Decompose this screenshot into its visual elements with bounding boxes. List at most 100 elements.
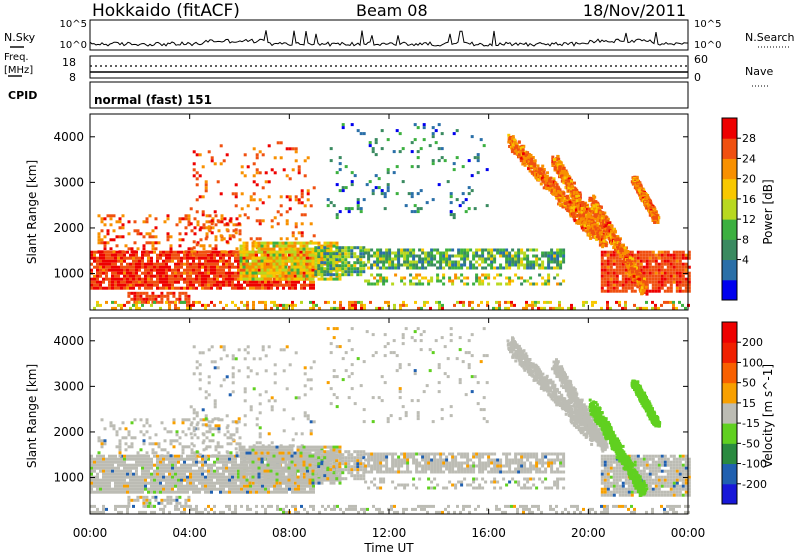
- range-gate-cell: [93, 253, 96, 257]
- range-gate-cell: [103, 247, 107, 251]
- range-gate-cell: [430, 276, 434, 280]
- range-gate-cell: [550, 248, 554, 252]
- range-gate-cell: [148, 232, 152, 236]
- range-gate-cell: [300, 300, 303, 304]
- range-gate-cell: [583, 217, 587, 221]
- range-gate-cell: [630, 286, 634, 290]
- range-gate-cell: [329, 249, 333, 253]
- range-gate-cell: [294, 150, 298, 154]
- range-gate-cell: [341, 252, 345, 256]
- range-gate-cell: [222, 306, 225, 310]
- range-gate-cell: [263, 271, 267, 275]
- range-gate-cell: [419, 207, 423, 211]
- range-gate-cell: [367, 248, 371, 252]
- range-gate-cell: [120, 280, 123, 284]
- range-gate-cell: [242, 259, 246, 263]
- range-gate-cell: [555, 167, 558, 171]
- range-gate-cell: [648, 250, 652, 254]
- range-gate-cell: [467, 207, 471, 211]
- range-gate-cell: [312, 283, 315, 287]
- range-gate-cell: [204, 283, 207, 287]
- range-gate-cell: [615, 268, 619, 272]
- range-gate-cell: [498, 300, 501, 304]
- range-gate-cell: [238, 232, 242, 236]
- range-gate-cell: [353, 246, 357, 250]
- range-gate-cell: [439, 254, 443, 258]
- range-gate-cell: [633, 253, 637, 257]
- range-gate-cell: [344, 186, 348, 190]
- range-gate-cell: [115, 220, 119, 224]
- range-gate-cell: [144, 268, 147, 272]
- range-gate-cell: [135, 253, 138, 257]
- range-gate-cell: [493, 248, 497, 252]
- range-gate-cell: [297, 198, 301, 202]
- range-gate-cell: [344, 207, 348, 211]
- range-gate-cell: [287, 241, 291, 245]
- range-gate-cell: [285, 237, 289, 241]
- range-gate-cell: [135, 277, 138, 281]
- range-gate-cell: [418, 257, 422, 261]
- range-gate-cell: [263, 268, 267, 272]
- range-gate-cell: [353, 174, 357, 178]
- range-gate-cell: [171, 280, 174, 284]
- range-gate-cell: [420, 306, 423, 310]
- range-gate-cell: [138, 259, 141, 263]
- range-gate-cell: [335, 273, 339, 277]
- range-gate-cell: [344, 258, 348, 262]
- range-gate-cell: [341, 246, 345, 250]
- range-gate-cell: [312, 286, 315, 290]
- range-gate-cell: [561, 164, 565, 168]
- range-gate-cell: [639, 268, 643, 272]
- range-gate-cell: [133, 241, 137, 245]
- range-gate-cell: [569, 203, 573, 207]
- range-gate-cell: [341, 273, 345, 277]
- range-gate-cell: [288, 198, 292, 202]
- range-gate-cell: [356, 129, 360, 133]
- range-gate-cell: [511, 279, 515, 283]
- range-gate-cell: [582, 303, 585, 307]
- range-gate-cell: [276, 141, 280, 145]
- range-gate-cell: [109, 247, 113, 251]
- range-gate-cell: [530, 170, 534, 174]
- range-gate-cell: [475, 254, 479, 258]
- range-gate-cell: [228, 268, 231, 272]
- range-gate-cell: [251, 250, 255, 254]
- range-gate-cell: [284, 259, 288, 263]
- range-gate-cell: [347, 252, 351, 256]
- range-gate-cell: [634, 270, 638, 274]
- range-gate-cell: [258, 237, 262, 241]
- range-gate-cell: [645, 283, 649, 287]
- range-gate-cell: [391, 266, 395, 270]
- range-gate-cell: [166, 214, 170, 218]
- range-gate-cell: [442, 260, 446, 264]
- range-gate-cell: [225, 283, 228, 287]
- range-gate-cell: [141, 283, 144, 287]
- range-gate-cell: [413, 204, 417, 208]
- range-gate-cell: [257, 262, 261, 266]
- range-gate-cell: [542, 168, 546, 171]
- range-gate-cell: [552, 192, 556, 196]
- range-gate-cell: [547, 260, 551, 264]
- range-gate-cell: [541, 254, 545, 258]
- range-gate-cell: [666, 300, 669, 304]
- range-gate-cell: [663, 253, 667, 257]
- range-gate-cell: [237, 283, 240, 287]
- range-gate-cell: [153, 268, 156, 272]
- range-gate-cell: [189, 268, 192, 272]
- range-gate-cell: [555, 183, 559, 187]
- range-gate-cell: [199, 244, 203, 248]
- range-gate-cell: [538, 263, 542, 267]
- range-gate-cell: [410, 141, 414, 145]
- range-gate-cell: [263, 247, 267, 251]
- range-gate-cell: [379, 273, 383, 277]
- range-gate-cell: [359, 207, 363, 211]
- range-gate-cell: [356, 255, 360, 259]
- range-gate-cell: [240, 268, 243, 272]
- range-gate-cell: [172, 294, 176, 298]
- range-gate-cell: [285, 210, 289, 214]
- range-gate-cell: [258, 198, 262, 202]
- range-gate-cell: [246, 280, 249, 284]
- range-gate-cell: [127, 232, 131, 236]
- range-gate-cell: [111, 259, 114, 263]
- range-gate-cell: [234, 277, 237, 281]
